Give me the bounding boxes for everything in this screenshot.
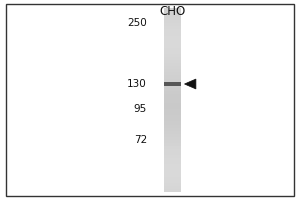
- Text: 250: 250: [127, 18, 147, 28]
- Text: 95: 95: [134, 104, 147, 114]
- Bar: [164, 121, 181, 125]
- Bar: [164, 152, 181, 155]
- Bar: [164, 23, 181, 26]
- Bar: [164, 75, 181, 79]
- Bar: [164, 158, 181, 161]
- Polygon shape: [184, 79, 196, 89]
- Bar: [164, 20, 181, 23]
- Bar: [164, 125, 181, 128]
- Text: 130: 130: [127, 79, 147, 89]
- Bar: [164, 69, 181, 72]
- Bar: [164, 51, 181, 54]
- Bar: [164, 143, 181, 146]
- Text: CHO: CHO: [159, 5, 186, 18]
- Bar: [164, 183, 181, 186]
- Bar: [164, 88, 181, 91]
- Bar: [164, 109, 181, 112]
- Bar: [164, 112, 181, 115]
- Bar: [164, 36, 181, 39]
- Bar: [164, 63, 181, 66]
- Bar: [164, 11, 181, 14]
- Bar: [164, 164, 181, 167]
- Bar: [164, 171, 181, 174]
- Bar: [164, 137, 181, 140]
- Bar: [164, 26, 181, 29]
- Bar: [164, 134, 181, 137]
- Bar: [164, 82, 181, 85]
- Bar: [164, 60, 181, 63]
- Bar: [164, 14, 181, 17]
- Bar: [164, 146, 181, 149]
- Bar: [164, 128, 181, 131]
- Bar: [164, 66, 181, 69]
- Bar: [164, 118, 181, 121]
- Bar: [164, 180, 181, 183]
- Bar: [164, 186, 181, 189]
- Bar: [164, 94, 181, 97]
- Bar: [164, 33, 181, 36]
- Bar: [164, 29, 181, 33]
- Bar: [164, 8, 181, 11]
- Bar: [164, 167, 181, 171]
- Bar: [164, 85, 181, 88]
- Bar: [164, 72, 181, 75]
- Bar: [164, 57, 181, 60]
- Bar: [164, 106, 181, 109]
- Bar: [164, 189, 181, 192]
- Bar: [164, 48, 181, 51]
- Bar: [164, 79, 181, 82]
- Bar: [164, 174, 181, 177]
- Bar: [164, 131, 181, 134]
- Bar: [164, 97, 181, 100]
- Bar: [164, 103, 181, 106]
- Bar: [164, 115, 181, 118]
- Bar: [164, 100, 181, 103]
- Bar: [164, 155, 181, 158]
- Bar: [164, 177, 181, 180]
- Text: 72: 72: [134, 135, 147, 145]
- Bar: [164, 82, 181, 86]
- Bar: [164, 161, 181, 164]
- Bar: [164, 45, 181, 48]
- Bar: [164, 140, 181, 143]
- Bar: [164, 149, 181, 152]
- Bar: [164, 42, 181, 45]
- Bar: [164, 91, 181, 94]
- Bar: [164, 17, 181, 20]
- Bar: [164, 54, 181, 57]
- Bar: [164, 39, 181, 42]
